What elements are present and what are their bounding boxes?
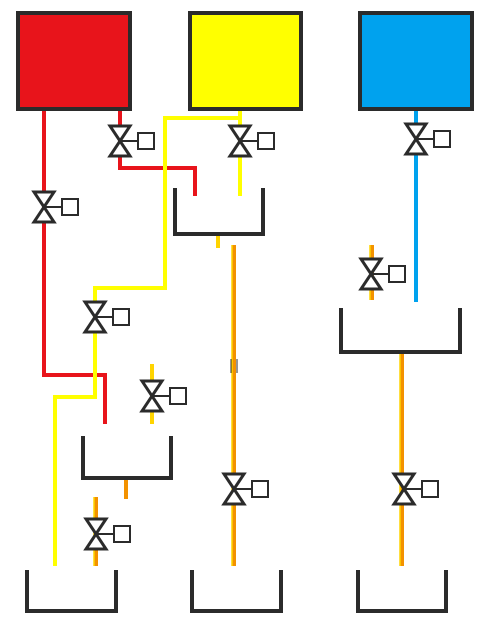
valve-actuator-box	[421, 480, 439, 498]
valve-yellow-top[interactable]	[227, 124, 275, 158]
tank-red	[16, 11, 132, 111]
valve-actuator-box	[112, 308, 130, 326]
valve-orange-middle[interactable]	[221, 472, 269, 506]
pipe-crossing	[230, 359, 238, 373]
valve-actuator-box	[113, 525, 131, 543]
valve-actuator-box	[388, 265, 406, 283]
valve-blue-top[interactable]	[403, 122, 451, 156]
valve-actuator-box	[137, 132, 155, 150]
valve-orange-right[interactable]	[358, 257, 406, 291]
basin-blue	[339, 308, 462, 354]
valves	[31, 122, 451, 551]
pipe-orange-center	[216, 236, 374, 566]
valve-yellow-left[interactable]	[82, 300, 130, 334]
tank-yellow	[188, 11, 303, 111]
valve-actuator-box	[251, 480, 269, 498]
pipe-orange-cross	[150, 352, 404, 566]
tank-blue	[358, 11, 474, 111]
pipe-red-left	[42, 110, 107, 424]
valve-actuator-box	[169, 387, 187, 405]
basin-out-middle	[190, 570, 283, 613]
valve-actuator-box	[61, 198, 79, 216]
valve-actuator-box	[433, 130, 451, 148]
basins	[25, 188, 462, 613]
valve-actuator-box	[257, 132, 275, 150]
basin-mix-center	[173, 188, 265, 236]
pipe-red-to-mix	[118, 110, 197, 196]
valve-orange-far-right[interactable]	[391, 472, 439, 506]
tanks	[16, 11, 474, 111]
valve-red-left[interactable]	[31, 190, 79, 224]
basin-out-right	[356, 570, 448, 613]
valve-yellow-mid[interactable]	[139, 379, 187, 413]
basin-out-left	[25, 570, 118, 613]
valve-red-top[interactable]	[107, 124, 155, 158]
basin-mix-left	[81, 436, 173, 480]
pipe-yellow-to-out-left	[53, 375, 97, 566]
valve-orange-bottom-left[interactable]	[83, 517, 131, 551]
